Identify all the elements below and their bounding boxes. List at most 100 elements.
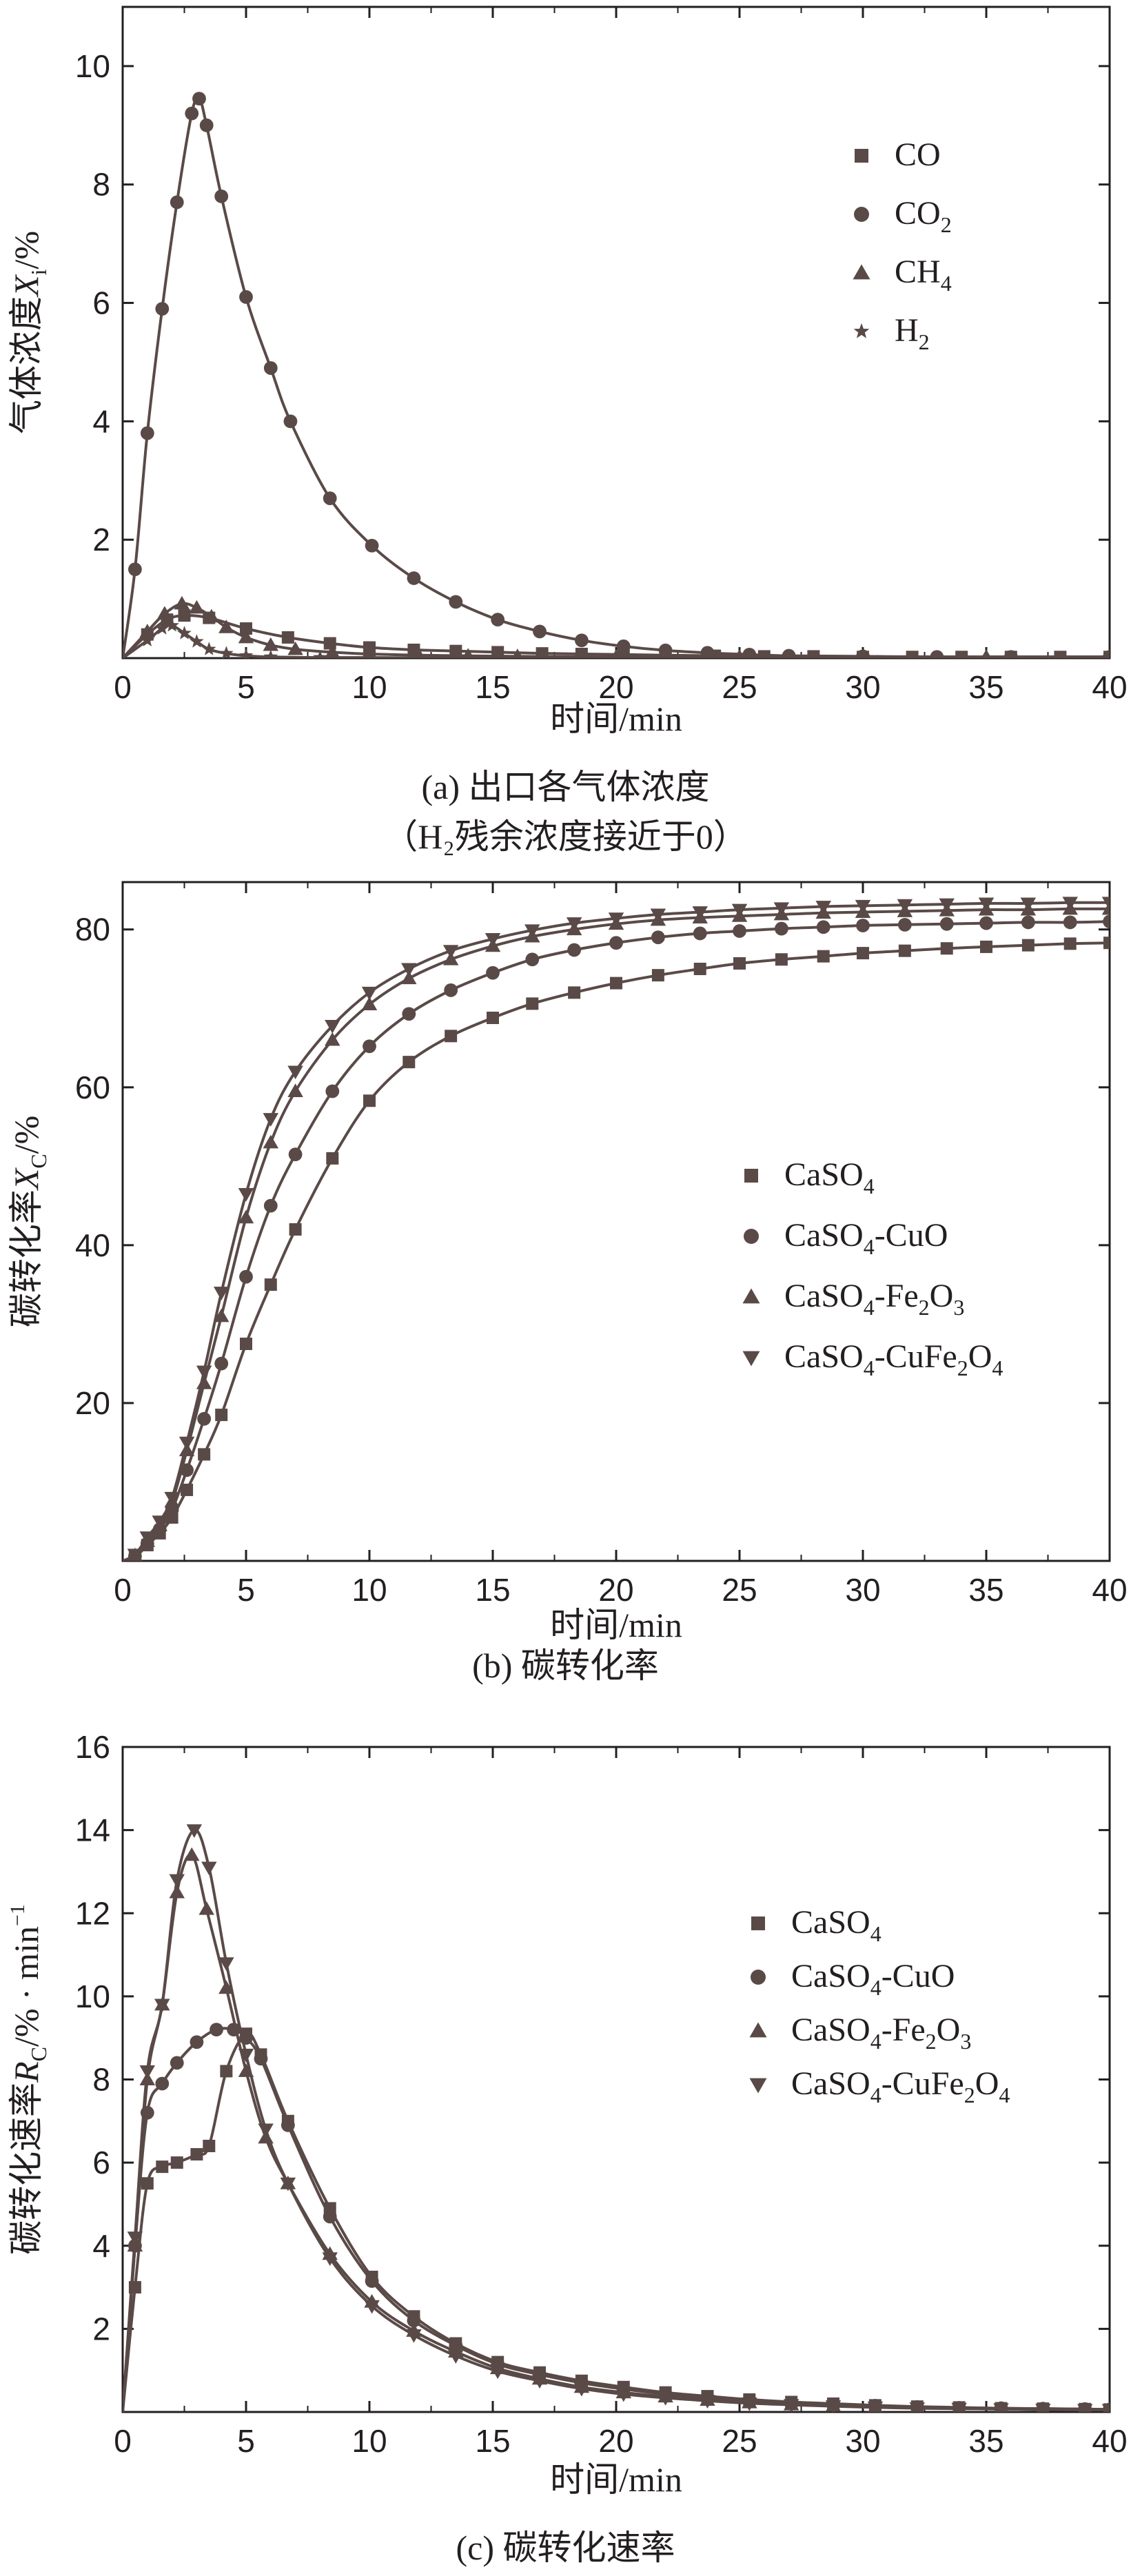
data-point <box>127 1548 143 1561</box>
data-point <box>615 2388 631 2402</box>
data-point <box>608 912 624 926</box>
data-point <box>979 651 994 658</box>
data-point <box>263 1198 278 1213</box>
data-point <box>412 647 425 658</box>
x-tick-label: 40 <box>1092 669 1127 705</box>
y-axis-label: 碳转化率XC/% <box>7 1116 51 1327</box>
data-point <box>258 2123 274 2138</box>
panel-c-caption: (c) 碳转化速率 <box>456 2528 675 2567</box>
data-point <box>264 1278 277 1291</box>
data-point <box>128 562 142 577</box>
data-point <box>609 936 623 950</box>
panel-a-caption-note: （H₂残余浓度接近于0） <box>383 817 748 856</box>
data-point <box>218 1980 234 1994</box>
legend-marker <box>854 207 869 222</box>
data-point <box>807 650 820 658</box>
chart-panel-gas-concentration: 0 5 10 15 20 25 30 35 40 2 4 6 8 10 气体浓度Xi/% 时间/min CO CO… <box>0 0 1131 865</box>
panel-b-caption: (b) 碳转化率 <box>472 1646 659 1685</box>
data-point <box>651 969 664 982</box>
data-point <box>198 1448 211 1461</box>
data-point <box>610 977 622 990</box>
legend-marker <box>749 2078 767 2094</box>
legend-marker <box>853 264 870 280</box>
data-point <box>733 957 746 970</box>
data-point <box>955 651 968 658</box>
data-point <box>189 600 205 614</box>
data-point <box>219 646 234 658</box>
data-point <box>526 997 539 1010</box>
series-group <box>123 1824 1110 2412</box>
data-point <box>139 624 156 637</box>
legend-marker <box>751 1916 765 1930</box>
legend-label: CaSO4-Fe2O3 <box>784 1278 964 1320</box>
x-tick-label: 0 <box>114 669 132 705</box>
plot-frame <box>121 6 1111 660</box>
data-point <box>197 1411 212 1426</box>
data-point <box>573 2382 590 2397</box>
x-tick-label: 25 <box>722 669 757 705</box>
data-point <box>658 2392 673 2406</box>
data-point <box>165 618 179 632</box>
data-point <box>402 1007 416 1021</box>
data-point <box>658 643 673 657</box>
data-point <box>980 940 992 953</box>
data-point <box>323 491 337 505</box>
data-point <box>651 930 665 945</box>
x-tick-label: 20 <box>598 669 633 705</box>
data-point <box>731 903 748 918</box>
series-line <box>123 1828 1110 2412</box>
data-point <box>574 633 589 648</box>
y-tick-label: 10 <box>75 48 110 84</box>
series-group <box>123 92 1110 658</box>
data-point <box>525 952 540 967</box>
x-tick-label: 20 <box>598 2423 633 2459</box>
data-point <box>238 1209 254 1224</box>
data-point <box>215 1409 228 1422</box>
data-point <box>1103 937 1110 950</box>
x-tick-label: 35 <box>968 1572 1003 1608</box>
series-line <box>123 624 1110 658</box>
data-point <box>855 651 870 658</box>
data-point <box>177 626 192 640</box>
chart-panel-carbon-conversion: 0 5 10 15 20 25 30 35 40 20 40 60 80 碳转化率XC/% 时间/min Ca… <box>0 865 1131 1719</box>
data-point <box>909 2402 926 2412</box>
data-point <box>169 1884 185 1899</box>
x-tick-label: 15 <box>475 669 510 705</box>
series-line <box>123 96 1110 658</box>
data-point <box>190 634 204 648</box>
series-line <box>123 901 1110 1561</box>
data-point <box>616 639 631 653</box>
legend-marker <box>742 1351 760 1367</box>
data-point <box>323 637 336 650</box>
data-point <box>254 2052 268 2066</box>
data-point <box>202 642 216 655</box>
series-group <box>123 897 1110 1561</box>
chart-panel-carbon-conversion-rate: 0 5 10 15 20 25 30 35 40 2 4 6 8 10 12 14 16 碳转化速率RC/% · … <box>0 1719 1131 2576</box>
carbon-conversion-rate-chart: 0 5 10 15 20 25 30 35 40 2 4 6 8 10 12 14 16 碳转化速率RC/% · … <box>6 1729 1128 2499</box>
data-point <box>406 2329 422 2343</box>
data-point <box>524 924 540 939</box>
legend-label: H2 <box>895 312 930 354</box>
x-tick-label: 30 <box>845 1572 880 1608</box>
data-point <box>650 908 666 923</box>
x-tick-label: 5 <box>237 669 255 705</box>
data-point <box>403 1056 416 1069</box>
data-point <box>533 624 547 639</box>
x-tick-label: 10 <box>351 1572 387 1608</box>
x-tick-label: 35 <box>968 669 1003 705</box>
series-line <box>123 920 1110 1561</box>
data-point <box>1062 897 1078 911</box>
data-point <box>773 902 790 917</box>
data-point <box>141 2177 154 2190</box>
y-tick-label: 12 <box>75 1895 110 1931</box>
data-point <box>238 648 254 658</box>
data-point <box>325 1020 340 1034</box>
data-point <box>462 648 474 658</box>
y-tick-label: 14 <box>75 1812 110 1848</box>
data-point <box>181 1483 194 1496</box>
panel-a-caption: (a) 出口各气体浓度 <box>421 768 710 806</box>
legend-label: CaSO4-CuFe2O4 <box>791 2065 1010 2107</box>
data-point <box>857 947 869 960</box>
data-point <box>485 651 500 658</box>
data-point <box>486 965 500 980</box>
